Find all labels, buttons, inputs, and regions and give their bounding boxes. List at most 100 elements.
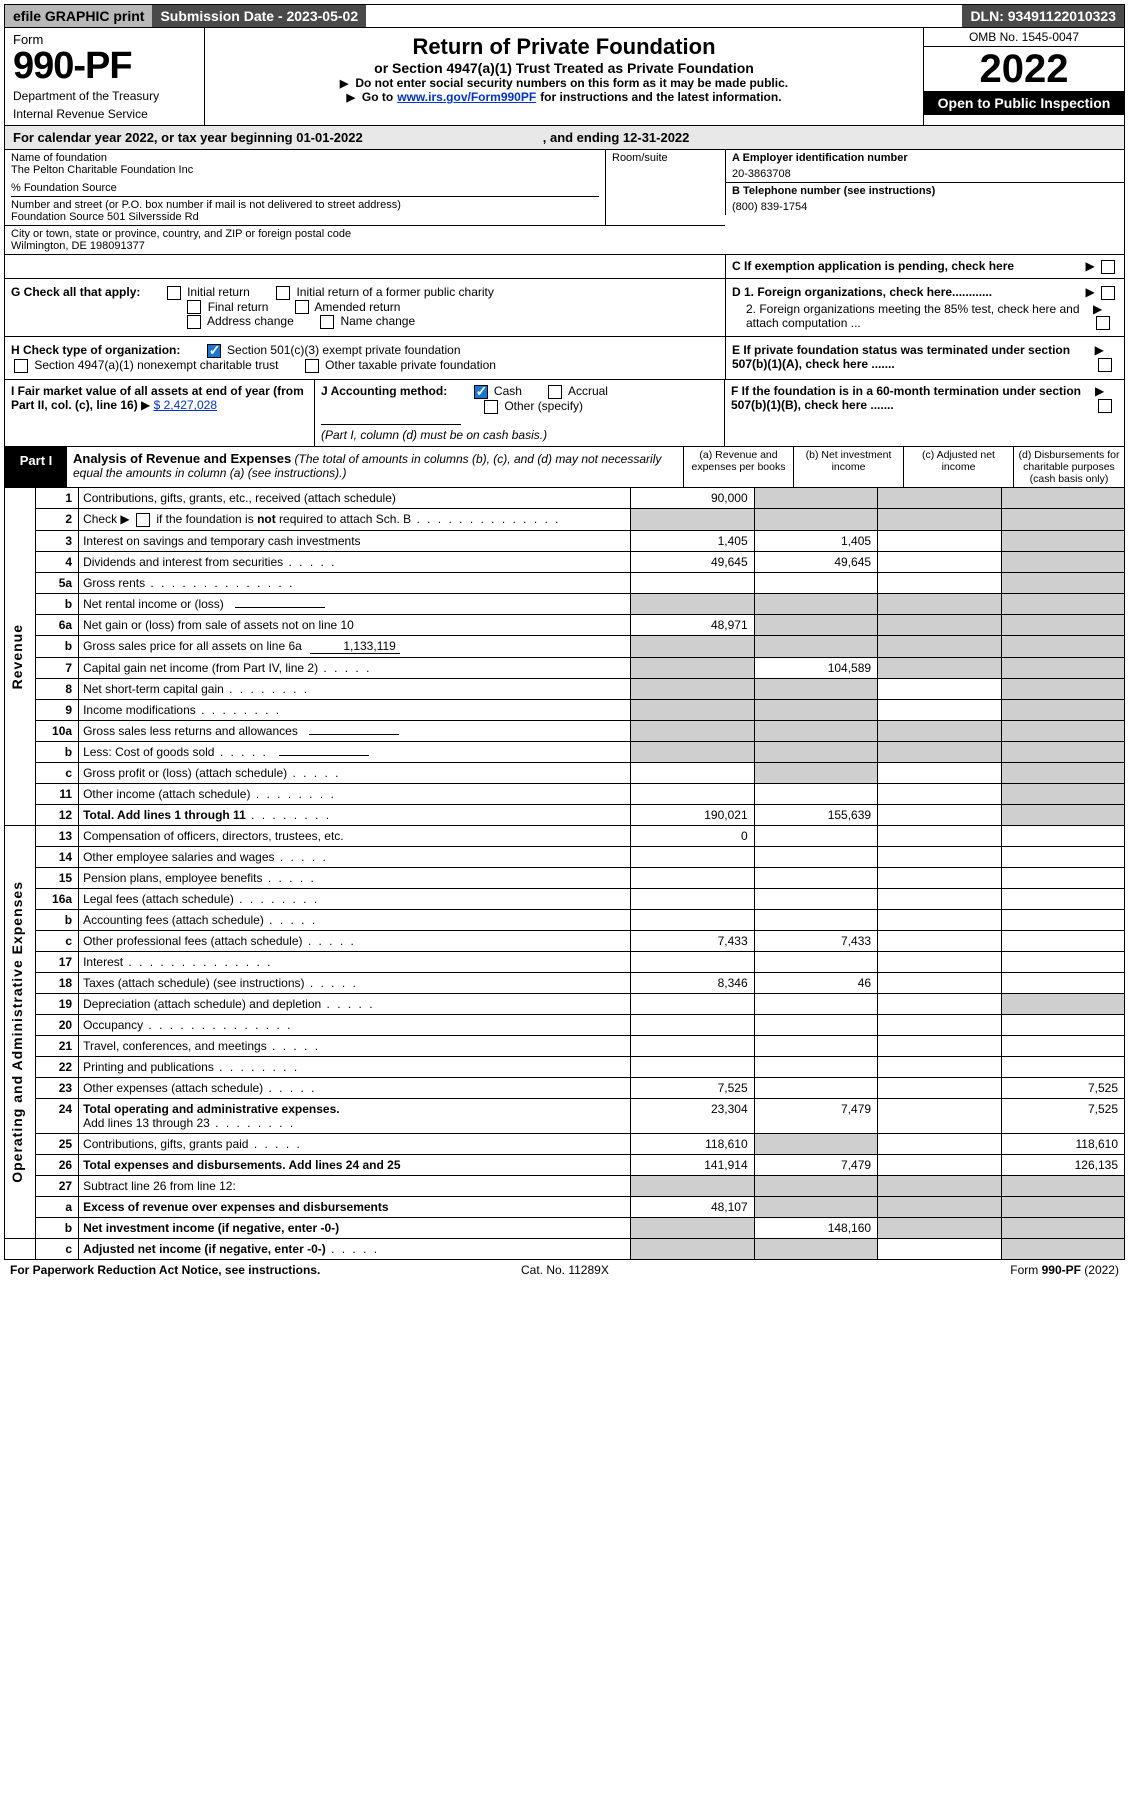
- d18: Taxes (attach schedule) (see instruction…: [83, 976, 304, 990]
- h-label: H Check type of organization:: [11, 343, 180, 357]
- n19: 19: [36, 993, 79, 1014]
- d2-label: 2. Foreign organizations meeting the 85%…: [732, 302, 1093, 331]
- block-g: G Check all that apply: Initial return I…: [4, 279, 1125, 338]
- chk-d1[interactable]: [1101, 286, 1115, 300]
- d9: Income modifications: [83, 703, 196, 717]
- n7: 7: [36, 657, 79, 678]
- r3a: 1,405: [631, 530, 754, 551]
- r12a: 190,021: [631, 804, 754, 825]
- n4: 4: [36, 551, 79, 572]
- chk-address[interactable]: [187, 315, 201, 329]
- j-accrual: Accrual: [568, 384, 608, 398]
- n9: 9: [36, 699, 79, 720]
- d24b: Add lines 13 through 23: [83, 1116, 210, 1130]
- n10a: 10a: [36, 720, 79, 741]
- d1-label: D 1. Foreign organizations, check here..…: [732, 285, 992, 300]
- note-ssn-text: Do not enter social security numbers on …: [355, 76, 788, 90]
- chk-namechg[interactable]: [320, 315, 334, 329]
- n27: 27: [36, 1175, 79, 1196]
- part-label: Part I: [5, 447, 67, 487]
- r16cb: 7,433: [754, 930, 877, 951]
- r24b: 7,479: [754, 1098, 877, 1133]
- r12b: 155,639: [754, 804, 877, 825]
- chk-initial-former[interactable]: [276, 286, 290, 300]
- note-ssn: Do not enter social security numbers on …: [215, 76, 913, 90]
- city-value: Wilmington, DE 198091377: [11, 240, 719, 252]
- n15: 15: [36, 867, 79, 888]
- d19: Depreciation (attach schedule) and deple…: [83, 997, 321, 1011]
- d27b: Net investment income (if negative, ente…: [83, 1221, 339, 1235]
- g-label: G Check all that apply:: [11, 285, 140, 299]
- top-bar: efile GRAPHIC print Submission Date - 20…: [4, 4, 1125, 28]
- chk-e[interactable]: [1098, 358, 1112, 372]
- chk-amended[interactable]: [295, 300, 309, 314]
- e-label: E If private foundation status was termi…: [732, 343, 1095, 373]
- form-link[interactable]: www.irs.gov/Form990PF: [397, 90, 536, 104]
- chk-other-spec[interactable]: [484, 400, 498, 414]
- note-link: Go to www.irs.gov/Form990PF for instruct…: [215, 90, 913, 104]
- r3b: 1,405: [754, 530, 877, 551]
- block-c-row: C If exemption application is pending, c…: [4, 255, 1125, 279]
- block-ij: I Fair market value of all assets at end…: [4, 380, 1125, 447]
- chk-accrual[interactable]: [548, 385, 562, 399]
- footer-form: Form 990-PF (2022): [1010, 1263, 1119, 1277]
- name-label: Name of foundation: [11, 152, 599, 164]
- n6b: b: [36, 635, 79, 657]
- form-number: 990-PF: [13, 47, 196, 85]
- d6a: Net gain or (loss) from sale of assets n…: [79, 614, 631, 635]
- part-title: Analysis of Revenue and Expenses: [73, 451, 291, 466]
- c-checkbox[interactable]: [1101, 260, 1115, 274]
- col-c-hdr: (c) Adjusted net income: [904, 447, 1014, 487]
- n16b: b: [36, 909, 79, 930]
- goto-text: Go to: [362, 90, 393, 104]
- n27a: a: [36, 1196, 79, 1217]
- chk-final[interactable]: [187, 300, 201, 314]
- care-of: % Foundation Source: [11, 182, 599, 194]
- chk-cash[interactable]: [474, 385, 488, 399]
- i-value[interactable]: $ 2,427,028: [154, 398, 217, 412]
- chk-501c3[interactable]: [207, 344, 221, 358]
- r13a: 0: [631, 825, 754, 846]
- tax-year: 2022: [924, 47, 1124, 91]
- r27bb: 148,160: [754, 1217, 877, 1238]
- header-mid: Return of Private Foundation or Section …: [205, 28, 924, 125]
- foundation-name: The Pelton Charitable Foundation Inc: [11, 164, 599, 176]
- dln-label: DLN: 93491122010323: [962, 5, 1124, 27]
- n1: 1: [36, 488, 79, 509]
- n3: 3: [36, 530, 79, 551]
- chk-schb[interactable]: [136, 513, 150, 527]
- r4a: 49,645: [631, 551, 754, 572]
- chk-initial[interactable]: [167, 286, 181, 300]
- d16c: Other professional fees (attach schedule…: [83, 934, 302, 948]
- block-h-e: H Check type of organization: Section 50…: [4, 337, 1125, 380]
- chk-4947[interactable]: [14, 359, 28, 373]
- r23d: 7,525: [1001, 1077, 1124, 1098]
- d27: Subtract line 26 from line 12:: [79, 1175, 631, 1196]
- city-label: City or town, state or province, country…: [11, 228, 719, 240]
- n12: 12: [36, 804, 79, 825]
- side-revenue: Revenue: [9, 624, 25, 689]
- d4: Dividends and interest from securities: [83, 555, 283, 569]
- n10b: b: [36, 741, 79, 762]
- d24a: Total operating and administrative expen…: [83, 1102, 340, 1116]
- col-d-hdr: (d) Disbursements for charitable purpose…: [1014, 447, 1124, 487]
- d16b: Accounting fees (attach schedule): [83, 913, 264, 927]
- d5a: Gross rents: [83, 576, 145, 590]
- chk-other-tax[interactable]: [305, 359, 319, 373]
- d3: Interest on savings and temporary cash i…: [79, 530, 631, 551]
- r26a: 141,914: [631, 1154, 754, 1175]
- addr-value: Foundation Source 501 Silversside Rd: [11, 211, 599, 223]
- r27aa: 48,107: [631, 1196, 754, 1217]
- room-label: Room/suite: [605, 150, 725, 225]
- r7b: 104,589: [754, 657, 877, 678]
- calendar-row: For calendar year 2022, or tax year begi…: [4, 126, 1125, 150]
- r1a: 90,000: [631, 488, 754, 509]
- chk-d2[interactable]: [1096, 316, 1110, 330]
- r4b: 49,645: [754, 551, 877, 572]
- r26d: 126,135: [1001, 1154, 1124, 1175]
- r6bv: 1,133,119: [310, 639, 400, 654]
- d22: Printing and publications: [83, 1060, 214, 1074]
- n24: 24: [36, 1098, 79, 1133]
- chk-f[interactable]: [1098, 399, 1112, 413]
- h-o3: Other taxable private foundation: [325, 358, 496, 372]
